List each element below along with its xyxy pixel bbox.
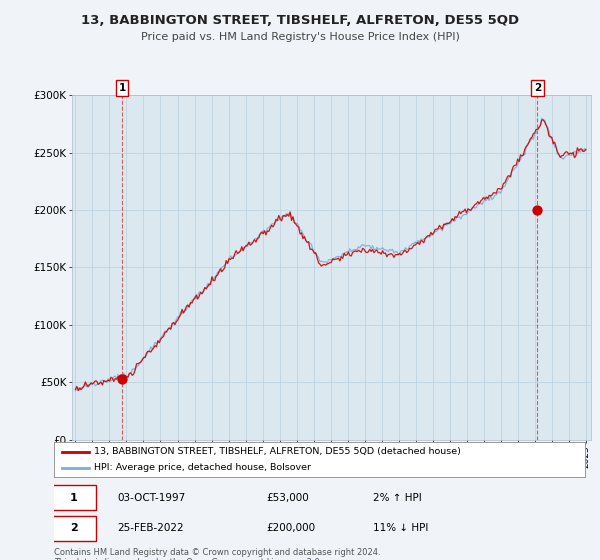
Text: 1: 1 [119, 83, 126, 93]
Text: £53,000: £53,000 [266, 493, 309, 502]
Text: £200,000: £200,000 [266, 524, 316, 533]
Text: 13, BABBINGTON STREET, TIBSHELF, ALFRETON, DE55 5QD: 13, BABBINGTON STREET, TIBSHELF, ALFRETO… [81, 14, 519, 27]
Text: 25-FEB-2022: 25-FEB-2022 [118, 524, 184, 533]
Text: 11% ↓ HPI: 11% ↓ HPI [373, 524, 428, 533]
Text: HPI: Average price, detached house, Bolsover: HPI: Average price, detached house, Bols… [94, 463, 311, 472]
Point [118, 374, 127, 383]
Text: 2: 2 [534, 83, 541, 93]
Point [533, 206, 542, 214]
FancyBboxPatch shape [52, 486, 97, 510]
Text: Price paid vs. HM Land Registry's House Price Index (HPI): Price paid vs. HM Land Registry's House … [140, 32, 460, 43]
FancyBboxPatch shape [52, 516, 97, 540]
Text: 03-OCT-1997: 03-OCT-1997 [118, 493, 186, 502]
Text: Contains HM Land Registry data © Crown copyright and database right 2024.
This d: Contains HM Land Registry data © Crown c… [54, 548, 380, 560]
Text: 2% ↑ HPI: 2% ↑ HPI [373, 493, 421, 502]
Text: 2: 2 [70, 524, 77, 533]
Text: 13, BABBINGTON STREET, TIBSHELF, ALFRETON, DE55 5QD (detached house): 13, BABBINGTON STREET, TIBSHELF, ALFRETO… [94, 447, 461, 456]
Text: 1: 1 [70, 493, 77, 502]
